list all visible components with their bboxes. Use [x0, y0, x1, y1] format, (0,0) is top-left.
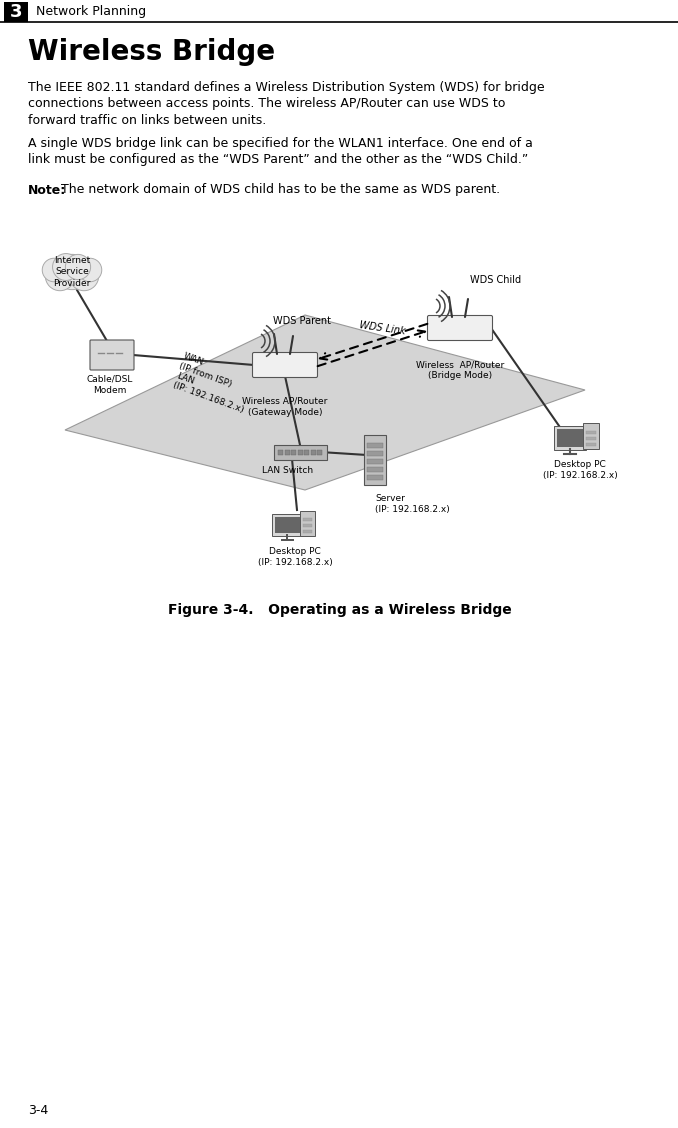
Polygon shape	[65, 315, 585, 490]
Bar	[302, 530, 312, 532]
Text: WDS Parent: WDS Parent	[273, 316, 331, 326]
Bar	[317, 450, 322, 455]
Text: Wireless AP/Router
(Gateway Mode): Wireless AP/Router (Gateway Mode)	[242, 397, 327, 417]
FancyBboxPatch shape	[252, 352, 317, 378]
Text: Cable/DSL
Modem: Cable/DSL Modem	[87, 374, 133, 395]
Bar	[275, 517, 300, 534]
Text: WDS Link: WDS Link	[359, 320, 406, 336]
Text: Server
(IP: 192.168.2.x): Server (IP: 192.168.2.x)	[375, 494, 450, 514]
Bar	[304, 450, 309, 455]
Circle shape	[78, 258, 102, 282]
FancyBboxPatch shape	[428, 316, 492, 341]
Circle shape	[65, 255, 91, 280]
Bar	[367, 451, 383, 456]
Circle shape	[45, 262, 75, 291]
Bar	[557, 429, 583, 447]
FancyBboxPatch shape	[90, 340, 134, 370]
Text: WAN
(IP from ISP): WAN (IP from ISP)	[178, 352, 237, 389]
Text: WDS Child: WDS Child	[470, 275, 521, 285]
Bar	[298, 450, 302, 455]
Bar	[302, 519, 312, 521]
Text: 3-4: 3-4	[28, 1103, 48, 1117]
Text: Figure 3-4.   Operating as a Wireless Bridge: Figure 3-4. Operating as a Wireless Brid…	[168, 603, 512, 617]
Text: forward traffic on links between units.: forward traffic on links between units.	[28, 114, 266, 126]
Text: The network domain of WDS child has to be the same as WDS parent.: The network domain of WDS child has to b…	[61, 184, 500, 196]
Text: LAN Switch: LAN Switch	[262, 466, 313, 475]
Bar	[311, 450, 315, 455]
Circle shape	[42, 258, 66, 282]
Text: Wireless Bridge: Wireless Bridge	[28, 38, 275, 67]
Text: Network Planning: Network Planning	[36, 6, 146, 18]
Bar	[285, 450, 290, 455]
Bar	[278, 450, 283, 455]
Bar	[367, 443, 383, 448]
Text: Internet
Service
Provider: Internet Service Provider	[54, 256, 91, 288]
Text: Wireless  AP/Router
(Bridge Mode): Wireless AP/Router (Bridge Mode)	[416, 360, 504, 380]
Circle shape	[54, 254, 89, 290]
FancyBboxPatch shape	[364, 435, 386, 485]
Text: link must be configured as the “WDS Parent” and the other as the “WDS Child.”: link must be configured as the “WDS Pare…	[28, 153, 528, 167]
Circle shape	[69, 262, 99, 291]
Bar	[586, 443, 596, 446]
Bar	[367, 467, 383, 472]
Bar	[291, 450, 296, 455]
Text: A single WDS bridge link can be specified for the WLAN1 interface. One end of a: A single WDS bridge link can be specifie…	[28, 138, 533, 150]
FancyBboxPatch shape	[273, 444, 327, 459]
Text: The IEEE 802.11 standard defines a Wireless Distribution System (WDS) for bridge: The IEEE 802.11 standard defines a Wirel…	[28, 81, 544, 95]
Text: connections between access points. The wireless AP/Router can use WDS to: connections between access points. The w…	[28, 97, 505, 111]
FancyBboxPatch shape	[554, 426, 586, 450]
FancyBboxPatch shape	[583, 423, 599, 449]
Text: 3: 3	[9, 3, 22, 21]
Text: Note:: Note:	[28, 184, 66, 196]
FancyBboxPatch shape	[300, 511, 315, 536]
Bar	[367, 459, 383, 464]
Bar	[367, 475, 383, 481]
Bar	[586, 431, 596, 434]
Circle shape	[53, 254, 79, 281]
Text: Desktop PC
(IP: 192.168.2.x): Desktop PC (IP: 192.168.2.x)	[258, 547, 332, 567]
FancyBboxPatch shape	[4, 2, 28, 23]
Text: Desktop PC
(IP: 192.168.2.x): Desktop PC (IP: 192.168.2.x)	[542, 460, 618, 481]
Text: LAN
(IP: 192.168.2.x): LAN (IP: 192.168.2.x)	[172, 371, 249, 415]
Bar	[302, 525, 312, 527]
FancyBboxPatch shape	[272, 513, 302, 537]
Bar	[586, 437, 596, 440]
